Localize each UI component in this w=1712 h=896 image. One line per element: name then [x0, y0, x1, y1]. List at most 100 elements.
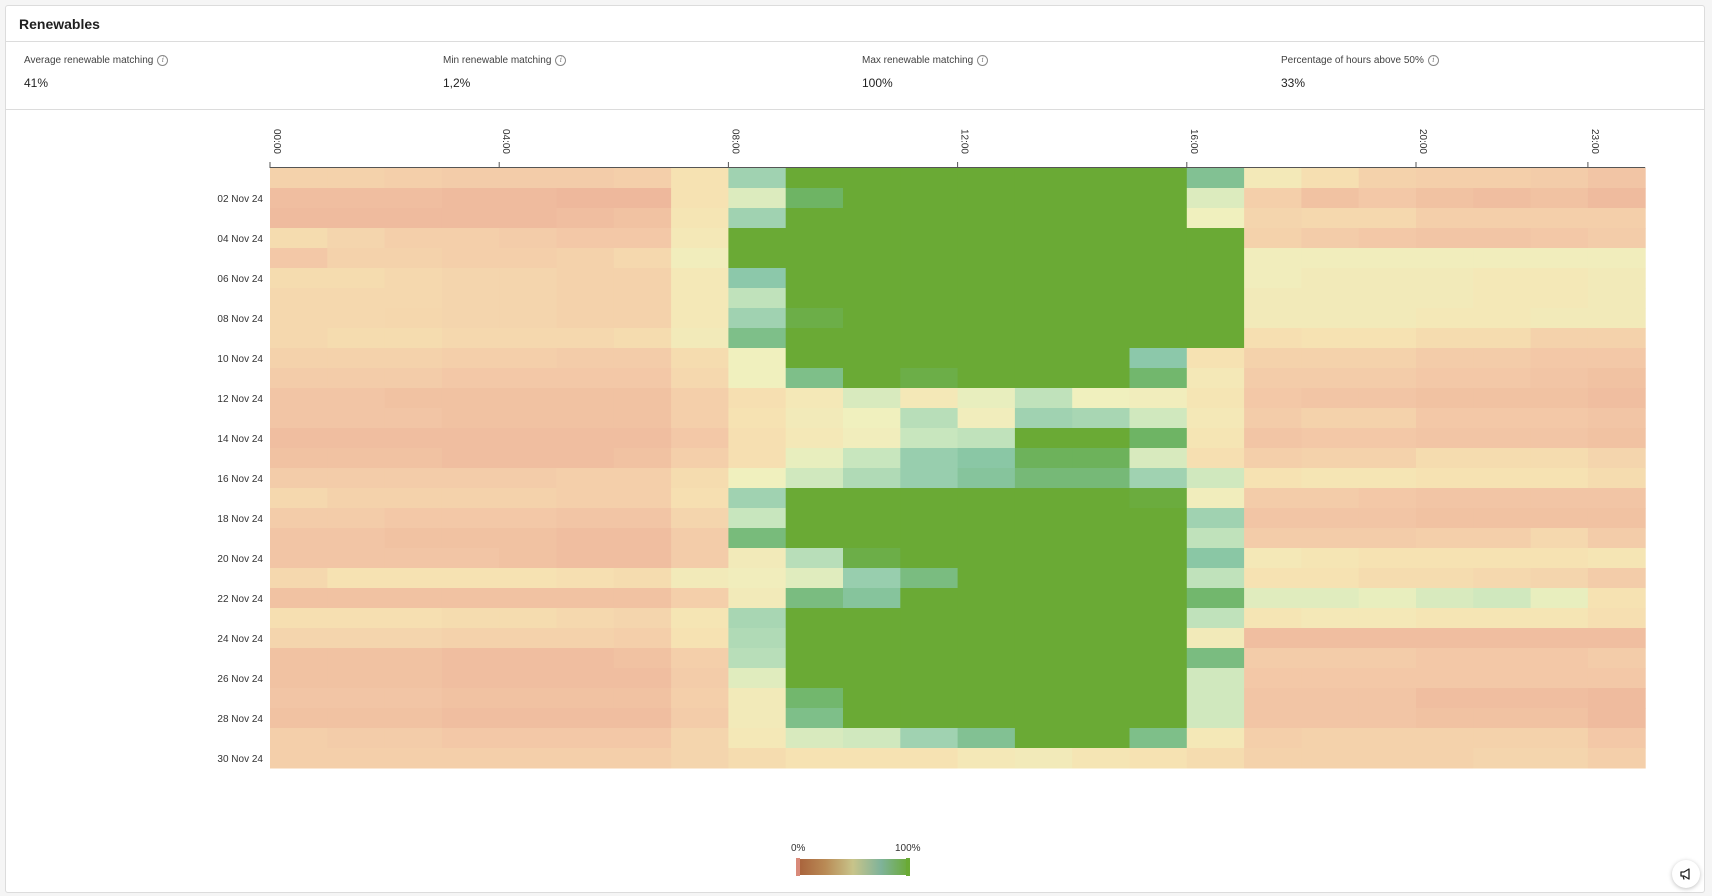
heatmap-cell[interactable]: [1129, 528, 1188, 549]
heatmap-cell[interactable]: [671, 288, 729, 309]
heatmap-cell[interactable]: [556, 368, 615, 389]
heatmap-cell[interactable]: [728, 728, 787, 749]
heatmap-cell[interactable]: [441, 608, 500, 629]
heatmap-cell[interactable]: [1186, 608, 1245, 629]
heatmap-cell[interactable]: [1416, 208, 1474, 229]
heatmap-cell[interactable]: [1473, 588, 1532, 609]
heatmap-cell[interactable]: [1014, 288, 1073, 309]
heatmap-cell[interactable]: [441, 708, 500, 729]
heatmap-cell[interactable]: [1129, 748, 1188, 769]
heatmap-cell[interactable]: [499, 568, 557, 589]
heatmap-cell[interactable]: [1072, 588, 1130, 609]
heatmap-cell[interactable]: [1530, 188, 1589, 209]
heatmap-cell[interactable]: [1186, 408, 1245, 429]
heatmap-cell[interactable]: [1358, 748, 1417, 769]
heatmap-cell[interactable]: [556, 608, 615, 629]
heatmap-cell[interactable]: [900, 728, 959, 749]
heatmap-cell[interactable]: [1587, 688, 1646, 709]
heatmap-cell[interactable]: [613, 628, 672, 649]
heatmap-cell[interactable]: [843, 588, 901, 609]
heatmap-cell[interactable]: [1014, 648, 1073, 669]
heatmap-cell[interactable]: [843, 228, 901, 249]
heatmap-cell[interactable]: [900, 648, 959, 669]
heatmap-cell[interactable]: [957, 228, 1016, 249]
heatmap-cell[interactable]: [785, 488, 844, 509]
heatmap-cell[interactable]: [728, 188, 787, 209]
heatmap-cell[interactable]: [1129, 508, 1188, 529]
heatmap-cell[interactable]: [1473, 668, 1532, 689]
heatmap-cell[interactable]: [384, 228, 443, 249]
heatmap-cell[interactable]: [1014, 628, 1073, 649]
heatmap-cell[interactable]: [1358, 188, 1417, 209]
heatmap-cell[interactable]: [1473, 628, 1532, 649]
heatmap-cell[interactable]: [613, 368, 672, 389]
heatmap-cell[interactable]: [900, 328, 959, 349]
heatmap-cell[interactable]: [1129, 548, 1188, 569]
heatmap-cell[interactable]: [843, 208, 901, 229]
heatmap-cell[interactable]: [1072, 668, 1130, 689]
heatmap-cell[interactable]: [327, 588, 386, 609]
heatmap-cell[interactable]: [1244, 388, 1302, 409]
heatmap-cell[interactable]: [1416, 328, 1474, 349]
heatmap-cell[interactable]: [1473, 408, 1532, 429]
heatmap-cell[interactable]: [1530, 628, 1589, 649]
heatmap-cell[interactable]: [843, 288, 901, 309]
heatmap-cell[interactable]: [1244, 628, 1302, 649]
heatmap-cell[interactable]: [728, 368, 787, 389]
heatmap-cell[interactable]: [1072, 208, 1130, 229]
heatmap-cell[interactable]: [1530, 448, 1589, 469]
heatmap-cell[interactable]: [556, 628, 615, 649]
heatmap-cell[interactable]: [1358, 328, 1417, 349]
heatmap-cell[interactable]: [1014, 208, 1073, 229]
heatmap-cell[interactable]: [1358, 548, 1417, 569]
heatmap-cell[interactable]: [1244, 208, 1302, 229]
heatmap-cell[interactable]: [384, 428, 443, 449]
heatmap-cell[interactable]: [1530, 488, 1589, 509]
heatmap-cell[interactable]: [384, 388, 443, 409]
heatmap-cell[interactable]: [957, 568, 1016, 589]
heatmap-cell[interactable]: [900, 268, 959, 289]
heatmap-cell[interactable]: [1473, 428, 1532, 449]
heatmap-cell[interactable]: [1473, 468, 1532, 489]
heatmap-cell[interactable]: [1072, 388, 1130, 409]
heatmap-cell[interactable]: [384, 368, 443, 389]
heatmap-cell[interactable]: [785, 408, 844, 429]
heatmap-cell[interactable]: [327, 408, 386, 429]
heatmap-cell[interactable]: [1129, 248, 1188, 269]
heatmap-cell[interactable]: [384, 188, 443, 209]
heatmap-cell[interactable]: [1244, 228, 1302, 249]
heatmap-cell[interactable]: [1301, 248, 1360, 269]
heatmap-cell[interactable]: [1358, 348, 1417, 369]
heatmap-cell[interactable]: [1072, 428, 1130, 449]
heatmap-cell[interactable]: [499, 548, 557, 569]
heatmap-cell[interactable]: [1473, 608, 1532, 629]
heatmap-cell[interactable]: [270, 528, 328, 549]
heatmap-cell[interactable]: [613, 388, 672, 409]
heatmap-cell[interactable]: [613, 588, 672, 609]
heatmap-cell[interactable]: [613, 548, 672, 569]
heatmap-cell[interactable]: [900, 708, 959, 729]
heatmap-cell[interactable]: [1530, 428, 1589, 449]
heatmap-cell[interactable]: [728, 388, 787, 409]
heatmap-cell[interactable]: [1473, 168, 1532, 189]
heatmap-cell[interactable]: [785, 288, 844, 309]
heatmap-cell[interactable]: [728, 708, 787, 729]
heatmap-cell[interactable]: [1014, 328, 1073, 349]
heatmap-cell[interactable]: [1416, 308, 1474, 329]
heatmap-cell[interactable]: [843, 188, 901, 209]
heatmap-cell[interactable]: [1587, 728, 1646, 749]
heatmap-cell[interactable]: [785, 428, 844, 449]
heatmap-cell[interactable]: [785, 348, 844, 369]
heatmap-cell[interactable]: [441, 528, 500, 549]
heatmap-cell[interactable]: [270, 428, 328, 449]
heatmap-cell[interactable]: [843, 248, 901, 269]
heatmap-cell[interactable]: [556, 668, 615, 689]
heatmap-cell[interactable]: [499, 508, 557, 529]
heatmap-cell[interactable]: [1301, 208, 1360, 229]
heatmap-cell[interactable]: [499, 448, 557, 469]
heatmap-cell[interactable]: [728, 328, 787, 349]
heatmap-cell[interactable]: [957, 528, 1016, 549]
heatmap-cell[interactable]: [1530, 548, 1589, 569]
heatmap-cell[interactable]: [384, 608, 443, 629]
heatmap-cell[interactable]: [499, 528, 557, 549]
